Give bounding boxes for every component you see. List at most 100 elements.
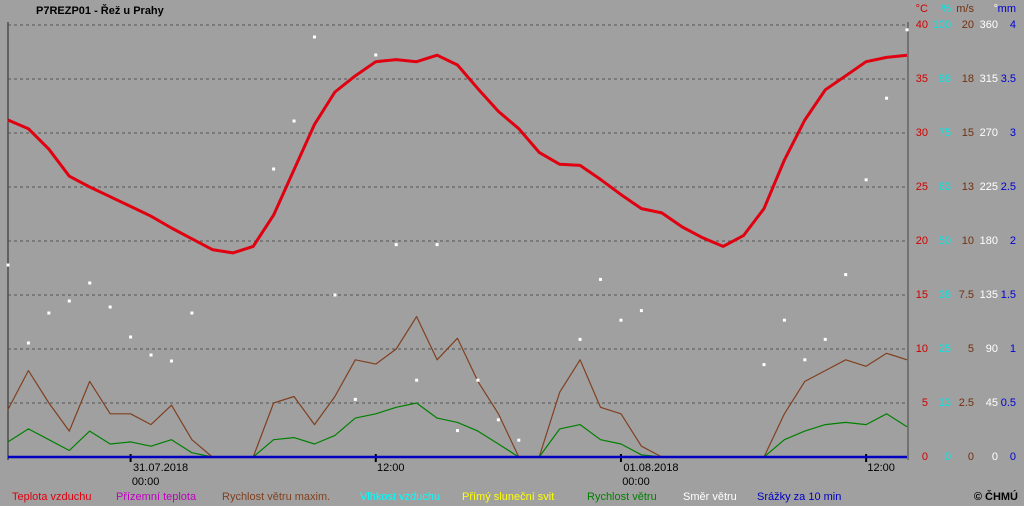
y-tick-label: 3.5	[1001, 73, 1016, 85]
x-tick-label: 12:00	[377, 462, 405, 474]
wind-direction-dot	[108, 305, 112, 309]
y-tick-label: 10	[916, 343, 928, 355]
y-tick-label: 2	[1010, 235, 1016, 247]
wind-direction-dot	[864, 178, 868, 182]
y-tick-label: 2.5	[1001, 181, 1016, 193]
y-tick-label: 1.5	[1001, 289, 1016, 301]
y-tick-label: 45	[986, 397, 998, 409]
y-tick-label: 4	[1010, 19, 1016, 31]
wind-direction-dot	[456, 429, 459, 433]
wind-direction-dot	[619, 318, 623, 322]
y-tick-label: 225	[980, 181, 998, 193]
axis-unit: %	[941, 3, 951, 15]
wind-direction-dot	[435, 243, 439, 247]
wind-direction-dot	[312, 35, 316, 39]
axis-unit: m/s	[956, 3, 974, 15]
wind-direction-dot	[844, 273, 848, 277]
wind-direction-dot	[639, 309, 643, 313]
y-tick-label: 18	[962, 73, 974, 85]
wind-direction-dot	[578, 337, 582, 341]
legend-entry: Vlhkost vzduchu	[360, 491, 440, 503]
y-tick-label: 5	[922, 397, 928, 409]
y-tick-label: 20	[916, 235, 928, 247]
y-tick-label: 25	[916, 181, 928, 193]
wind-direction-dot	[169, 359, 173, 363]
wind-direction-dot	[394, 243, 398, 247]
y-tick-label: 0	[968, 451, 974, 463]
wind-direction-dot	[823, 337, 827, 341]
wind-direction-dot	[129, 335, 133, 339]
wind-direction-dot	[517, 438, 521, 442]
wind-direction-dot	[905, 28, 909, 32]
wind-direction-dot	[803, 358, 807, 362]
legend-entry: Přízemní teplota	[116, 491, 197, 503]
y-tick-label: 360	[980, 19, 998, 31]
y-tick-label: 63	[939, 181, 951, 193]
wind-direction-dot	[476, 378, 480, 382]
legend-entry: Srážky za 10 min	[757, 491, 841, 503]
y-tick-label: 90	[986, 343, 998, 355]
credit: © ČHMÚ	[974, 490, 1018, 503]
wind-direction-dot	[190, 311, 194, 315]
y-tick-label: 15	[916, 289, 928, 301]
y-tick-label: 75	[939, 127, 951, 139]
y-tick-label: 0.5	[1001, 397, 1016, 409]
wind-direction-dot	[88, 281, 92, 285]
y-tick-label: 3	[1010, 127, 1016, 139]
y-tick-label: 35	[916, 73, 928, 85]
x-tick-date: 01.08.2018	[623, 462, 678, 474]
y-tick-label: 270	[980, 127, 998, 139]
y-tick-label: 5	[968, 343, 974, 355]
axis-unit: mm	[998, 3, 1016, 15]
y-tick-label: 13	[939, 397, 951, 409]
y-tick-label: 7.5	[959, 289, 974, 301]
y-tick-label: 15	[962, 127, 974, 139]
y-tick-label: 13	[962, 181, 974, 193]
y-tick-label: 0	[922, 451, 928, 463]
x-tick-date: 31.07.2018	[133, 462, 188, 474]
y-tick-label: 315	[980, 73, 998, 85]
legend-entry: Rychlost větru	[587, 491, 657, 503]
y-tick-label: 135	[980, 289, 998, 301]
wind-direction-dot	[415, 378, 419, 382]
y-tick-label: 0	[992, 451, 998, 463]
y-tick-label: 88	[939, 73, 951, 85]
wind-direction-dot	[782, 318, 786, 322]
y-tick-label: 40	[916, 19, 928, 31]
y-tick-label: 100	[933, 19, 951, 31]
wind-direction-dot	[353, 397, 357, 401]
wind-direction-dot	[599, 277, 603, 281]
y-tick-label: 180	[980, 235, 998, 247]
y-tick-label: 2.5	[959, 397, 974, 409]
y-tick-label: 38	[939, 289, 951, 301]
wind-direction-dot	[26, 341, 30, 345]
legend-entry: Přímý sluneční svit	[462, 491, 554, 503]
wind-direction-dot	[272, 167, 276, 171]
y-tick-label: 50	[939, 235, 951, 247]
legend-entry: Rychlost větru maxim.	[222, 491, 330, 503]
y-tick-label: 10	[962, 235, 974, 247]
y-tick-label: 1	[1010, 343, 1016, 355]
legend-entry: Směr větru	[683, 491, 737, 503]
y-tick-label: 30	[916, 127, 928, 139]
wind-direction-dot	[6, 263, 10, 267]
legend-entry: Teplota vzduchu	[12, 491, 92, 503]
series-line	[7, 53, 908, 255]
x-tick-label: 00:00	[622, 476, 650, 488]
chart-title: P7REZP01 - Řež u Prahy	[36, 4, 165, 17]
wind-direction-dot	[292, 119, 296, 123]
wind-direction-dot	[762, 363, 766, 367]
wind-direction-dot	[47, 311, 51, 315]
axis-unit: °	[994, 3, 998, 15]
y-tick-label: 0	[1010, 451, 1016, 463]
x-tick-label: 12:00	[867, 462, 895, 474]
y-tick-label: 0	[945, 451, 951, 463]
wind-direction-dot	[374, 53, 378, 57]
axis-unit: °C	[916, 3, 928, 15]
y-tick-label: 25	[939, 343, 951, 355]
y-tick-label: 20	[962, 19, 974, 31]
x-tick-label: 00:00	[132, 476, 160, 488]
